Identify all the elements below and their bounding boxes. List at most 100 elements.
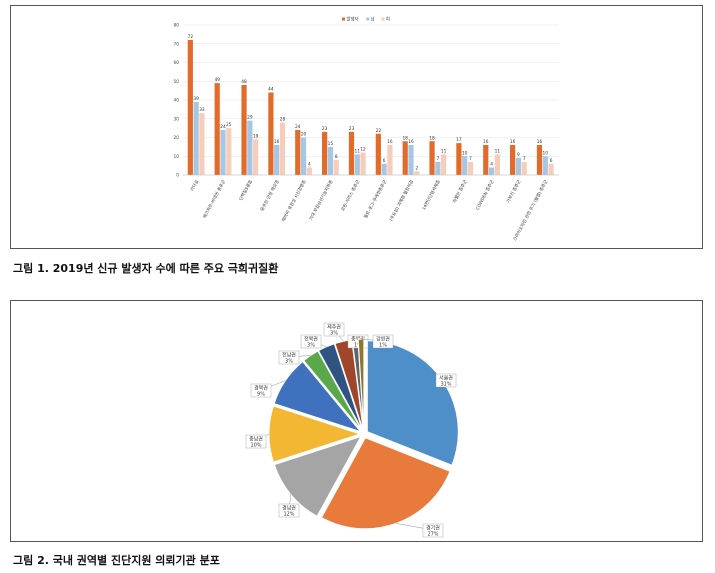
data-label: 10	[543, 150, 549, 156]
slice-percent: 12%	[283, 512, 294, 518]
data-label: 24	[220, 124, 226, 130]
data-label: 11	[355, 148, 361, 154]
pie-slice	[320, 437, 451, 530]
bar	[510, 145, 516, 175]
category-label: (주요성) 괴혜형 혈청석검	[387, 179, 415, 223]
bar	[193, 101, 199, 175]
data-label: 7	[436, 156, 439, 162]
bar	[483, 145, 489, 175]
bar	[187, 40, 193, 175]
slice-percent: 27%	[427, 532, 438, 538]
data-label: 39	[193, 96, 199, 102]
data-label: 4	[490, 162, 493, 168]
figure-2-caption: 그림 2. 국내 권역별 진단지원 의뢰기관 분포	[13, 554, 220, 567]
legend-label: 발생자	[347, 16, 359, 23]
slice-percent: 3%	[307, 343, 315, 349]
bar	[295, 130, 301, 175]
legend-swatch	[381, 17, 385, 21]
data-label: 16	[537, 139, 543, 145]
pie-slice	[357, 338, 365, 431]
category-label: 거대 부갑상선기능저하증	[307, 179, 334, 222]
data-label: 6	[550, 158, 553, 164]
y-tick-label: 30	[174, 116, 180, 122]
bar	[462, 156, 468, 175]
legend-label: 여	[386, 16, 390, 23]
bar	[429, 141, 435, 175]
data-label-box	[278, 503, 300, 518]
slice-name: 강원권	[376, 336, 390, 343]
data-label: 25	[226, 122, 232, 128]
bar	[322, 131, 328, 175]
data-label: 12	[360, 147, 366, 153]
bar	[381, 163, 387, 175]
data-label-box	[250, 383, 272, 398]
figure-1-caption: 그림 1. 2019년 신규 발생자 수에 따른 주요 극희귀질환	[13, 262, 279, 275]
category-label: 레버씨 유전성 시신경병증	[280, 179, 308, 223]
y-tick-label: 0	[176, 173, 179, 179]
data-label-box	[300, 334, 322, 349]
category-label: 월트-포그-쿠에젠증후군	[362, 179, 388, 220]
slice-percent: 9%	[257, 392, 265, 398]
data-label-box	[278, 350, 300, 365]
bar	[548, 163, 554, 175]
slice-name: 충남권	[249, 436, 263, 443]
y-tick-label: 50	[174, 79, 180, 85]
data-label: 6	[383, 158, 386, 164]
data-label: 16	[408, 139, 414, 145]
bar	[414, 171, 420, 175]
data-label: 24	[295, 124, 301, 130]
data-label: 20	[301, 132, 307, 138]
bar	[467, 161, 474, 175]
slice-percent: 3%	[330, 331, 338, 337]
slice-name: 경북권	[254, 385, 268, 392]
data-label: 7	[469, 156, 472, 162]
bar	[306, 167, 312, 175]
data-label: 7	[523, 156, 526, 162]
bar	[402, 141, 408, 175]
bar	[333, 160, 339, 175]
category-label: 14번단단염색체증	[420, 179, 442, 212]
slice-percent: 1%	[379, 343, 387, 349]
bar	[226, 128, 232, 175]
data-label: 29	[247, 115, 253, 121]
bar	[279, 122, 286, 175]
figure-2-frame: 서울권 31% 경기권 27% 경남권 12% 충남권 10% 경북권 9% 전남권 3% 전북권 3% 제…	[10, 300, 703, 542]
data-label-box	[435, 373, 457, 388]
data-label: 23	[349, 126, 355, 132]
data-label-box	[323, 322, 345, 337]
data-label: 33	[199, 107, 205, 113]
data-label: 16	[483, 139, 489, 145]
category-label: 윤주린 안정 헤모영	[258, 179, 280, 213]
slice-percent: 31%	[440, 382, 451, 388]
bar	[327, 146, 334, 175]
data-label: 19	[253, 133, 259, 139]
pie-slice	[273, 360, 363, 433]
bar	[494, 154, 500, 175]
category-label: 코핀-시리스 증후군	[339, 179, 361, 213]
bar	[214, 83, 220, 175]
y-tick-label: 40	[174, 98, 180, 104]
data-label: 22	[376, 128, 382, 134]
slice-percent: 10%	[250, 443, 261, 449]
data-label: 11	[441, 148, 447, 154]
pie-slice	[317, 343, 363, 431]
data-label: 17	[456, 137, 462, 143]
bar	[521, 161, 527, 175]
bar	[247, 120, 253, 175]
data-label: 48	[241, 79, 247, 85]
data-label: 11	[495, 148, 501, 154]
data-label: 49	[214, 77, 220, 83]
data-label: 8	[335, 154, 338, 160]
category-label: COWDEN 증후군	[475, 179, 496, 211]
pie-slice	[273, 435, 362, 517]
category-label: 베크위트-비데만 증후군	[201, 179, 227, 220]
y-tick-label: 70	[174, 41, 180, 47]
data-label: 16	[387, 139, 393, 145]
bar	[435, 161, 441, 175]
data-label: 44	[268, 87, 274, 93]
slice-name: 서울권	[439, 375, 453, 382]
data-label: 18	[402, 135, 408, 141]
bar	[536, 145, 543, 175]
bar	[348, 131, 355, 175]
